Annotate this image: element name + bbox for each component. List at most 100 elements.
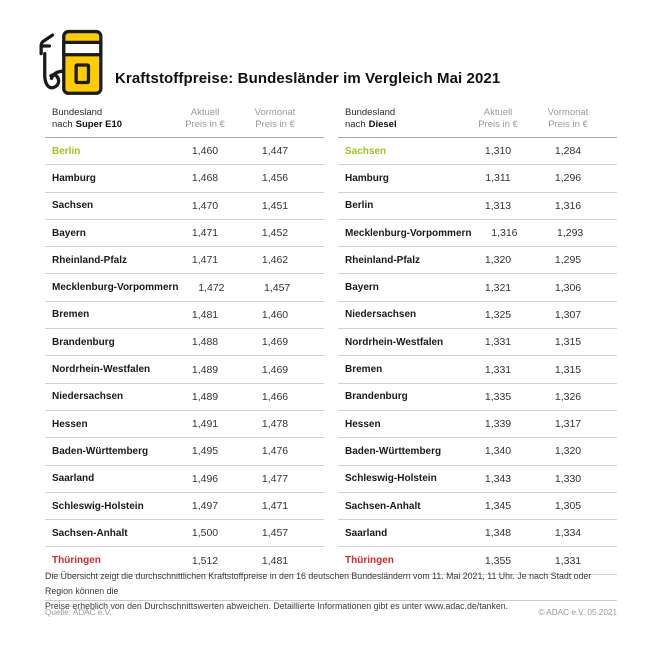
state-name: Bayern [52,227,86,239]
table-row: Nordrhein-Westfalen 1,489 1,469 [45,356,324,384]
state-name: Hamburg [52,172,96,184]
previous-price: 1,471 [261,500,289,512]
table-row: Rheinland-Pfalz 1,320 1,295 [338,247,617,275]
table-header: Bundesland nach Diesel Aktuell Preis in €… [338,107,617,138]
state-name: Bayern [345,282,379,294]
table-row: Mecklenburg-Vorpommern 1,316 1,293 [338,220,617,248]
state-name: Hessen [345,418,381,430]
state-name: Sachsen-Anhalt [345,500,421,512]
previous-price: 1,447 [261,145,289,158]
table-row: Saarland 1,348 1,334 [338,520,617,548]
fuel-pump-icon [36,29,108,101]
footer-divider [45,600,617,601]
table-header: Bundesland nach Super E10 Aktuell Preis i… [45,107,324,138]
current-price: 1,310 [484,145,512,158]
column-header-bundesland: Bundesland nach Super E10 [52,107,123,130]
source-row: Quelle: ADAC e.V. © ADAC e.V. 05.2021 [45,608,617,617]
table-row: Brandenburg 1,488 1,469 [45,329,324,357]
table-row: Hamburg 1,311 1,296 [338,165,617,193]
table-row: Bremen 1,331 1,315 [338,356,617,384]
previous-price: 1,284 [554,145,582,158]
previous-price: 1,331 [554,554,582,567]
table-row: Brandenburg 1,335 1,326 [338,384,617,411]
previous-price: 1,457 [261,527,289,540]
current-price: 1,345 [484,500,512,512]
table-row: Baden-Württemberg 1,340 1,320 [338,438,617,466]
state-name: Baden-Württemberg [52,445,149,457]
previous-price: 1,316 [554,199,582,212]
state-name: Rheinland-Pfalz [345,254,421,266]
previous-price: 1,334 [554,527,582,540]
table-body: Berlin 1,460 1,447 Hamburg 1,468 1,456 S… [45,138,324,575]
previous-price: 1,320 [554,445,582,458]
current-price: 1,316 [491,227,518,240]
current-price: 1,512 [191,554,219,567]
state-name: Mecklenburg-Vorpommern [345,227,472,239]
previous-price: 1,469 [261,336,289,349]
current-price: 1,335 [484,390,512,403]
table-row: Bayern 1,321 1,306 [338,274,617,302]
footnote: Die Übersicht zeigt die durchschnittlich… [45,569,617,614]
state-name: Baden-Württemberg [345,445,442,457]
current-price: 1,313 [484,199,512,212]
column-header-vormonat: Vormonat Preis in € [547,107,589,130]
current-price: 1,496 [191,472,219,485]
previous-price: 1,315 [554,336,582,349]
table-row: Sachsen-Anhalt 1,500 1,457 [45,520,324,548]
state-name: Rheinland-Pfalz [52,254,128,266]
source-label: Quelle: ADAC e.V. [45,608,112,617]
copyright-label: © ADAC e.V. 05.2021 [538,608,617,617]
table-row: Niedersachsen 1,325 1,307 [338,302,617,330]
table-row: Saarland 1,496 1,477 [45,466,324,493]
current-price: 1,460 [191,145,219,158]
table-body: Sachsen 1,310 1,284 Hamburg 1,311 1,296 … [338,138,617,575]
state-name: Thüringen [345,555,394,567]
fuel-type-label: Super E10 [75,119,123,130]
previous-price: 1,330 [554,472,582,485]
current-price: 1,481 [191,308,219,321]
table-row: Thüringen 1,355 1,331 [338,547,617,575]
state-name: Hamburg [345,172,389,184]
table-row: Niedersachsen 1,489 1,466 [45,384,324,411]
state-name: Schleswig-Holstein [345,473,437,485]
current-price: 1,468 [191,172,219,185]
previous-price: 1,295 [554,254,582,267]
current-price: 1,489 [191,363,219,376]
current-price: 1,470 [191,199,219,212]
state-name: Hessen [52,418,88,430]
table-row: Mecklenburg-Vorpommern 1,472 1,457 [45,274,324,302]
previous-price: 1,476 [261,445,289,458]
state-name: Brandenburg [52,336,115,348]
state-name: Sachsen [345,145,387,157]
table-row: Bremen 1,481 1,460 [45,302,324,330]
column-header-aktuell: Aktuell Preis in € [185,107,225,130]
state-name: Niedersachsen [52,391,124,403]
table-row: Schleswig-Holstein 1,343 1,330 [338,466,617,493]
table-row: Thüringen 1,512 1,481 [45,547,324,575]
price-tables: Bundesland nach Super E10 Aktuell Preis i… [45,107,617,575]
current-price: 1,489 [191,390,219,403]
current-price: 1,491 [191,418,219,431]
current-price: 1,331 [484,363,512,376]
previous-price: 1,481 [261,554,289,567]
table-row: Sachsen-Anhalt 1,345 1,305 [338,493,617,521]
current-price: 1,339 [484,418,512,431]
previous-price: 1,452 [261,227,289,240]
footnote-line: Preise erheblich von den Durchschnittswe… [45,601,509,611]
table-row: Hamburg 1,468 1,456 [45,165,324,193]
current-price: 1,488 [191,336,219,349]
previous-price: 1,466 [261,390,289,403]
table-row: Hessen 1,339 1,317 [338,411,617,439]
state-name: Saarland [345,527,388,539]
previous-price: 1,460 [261,308,289,321]
current-price: 1,471 [191,227,219,240]
table-row: Nordrhein-Westfalen 1,331 1,315 [338,329,617,357]
table-row: Hessen 1,491 1,478 [45,411,324,439]
previous-price: 1,307 [554,308,582,321]
state-name: Berlin [52,145,81,157]
previous-price: 1,317 [554,418,582,431]
table-row: Sachsen 1,470 1,451 [45,193,324,220]
previous-price: 1,293 [556,227,584,240]
current-price: 1,343 [484,472,512,485]
